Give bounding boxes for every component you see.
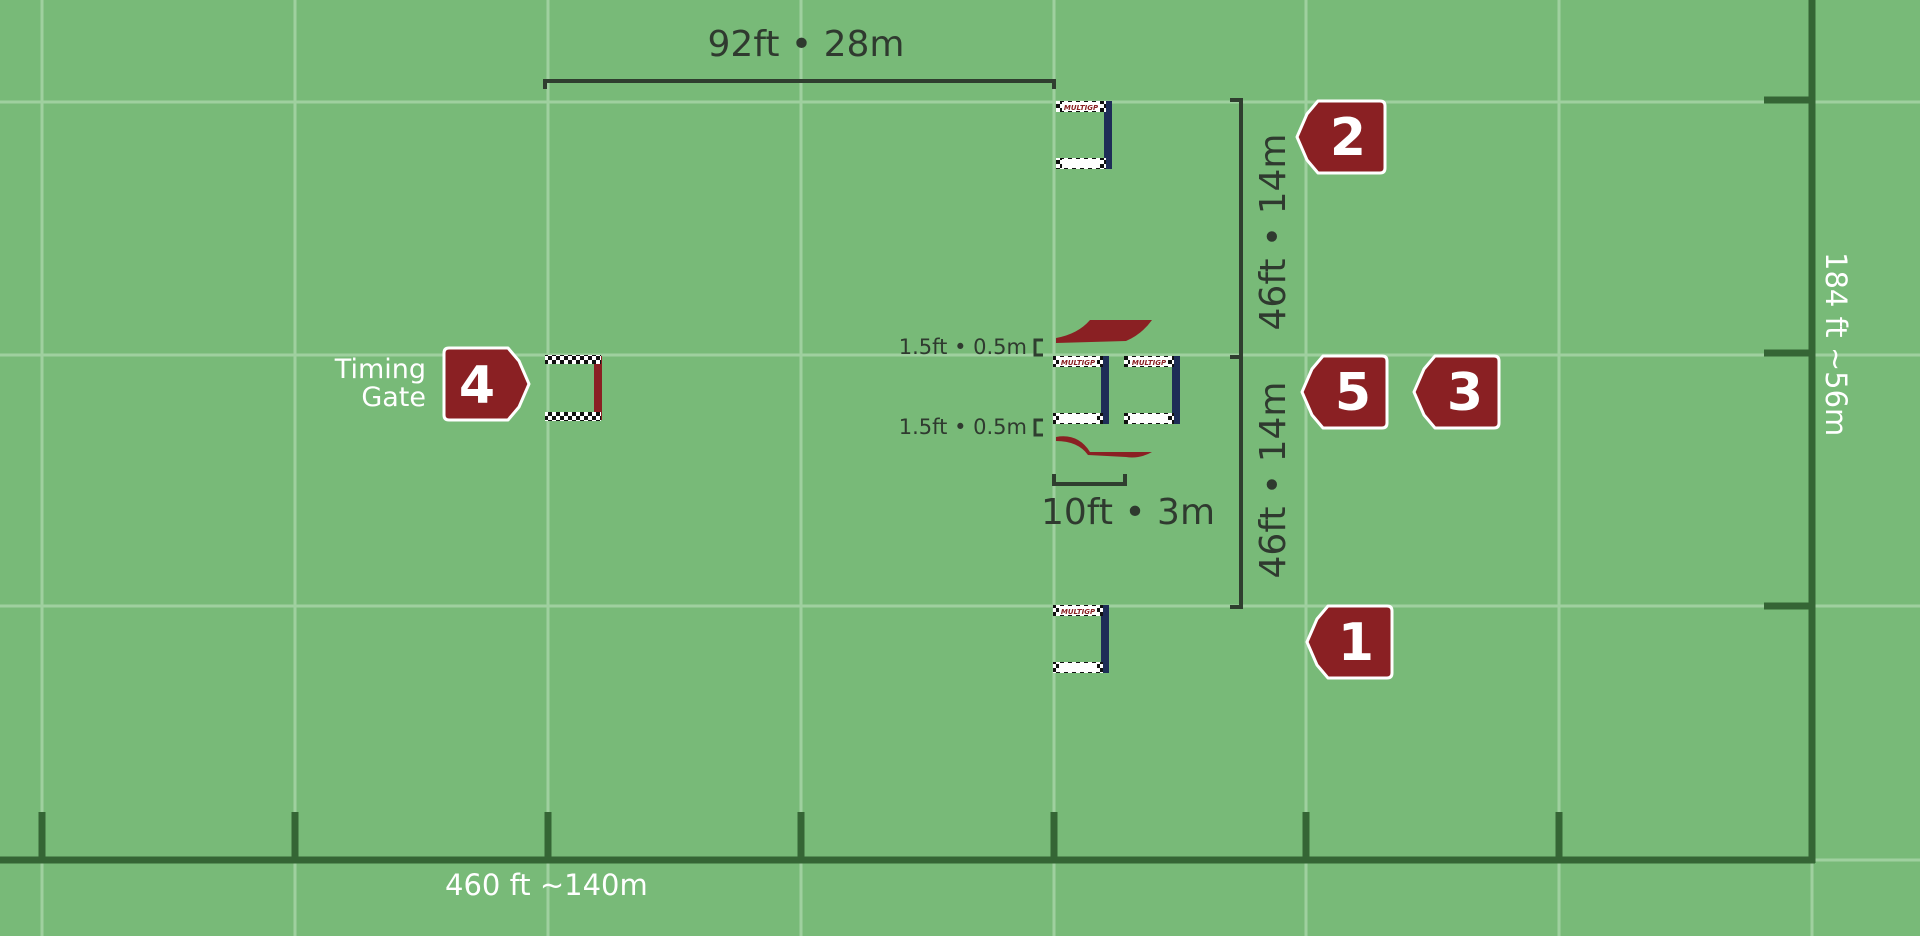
gate-banner-top <box>545 355 601 364</box>
gate-brand-text: MULTIGP <box>1064 104 1099 112</box>
gate-brand-text: MULTIGP <box>1061 608 1096 616</box>
marker-number: 2 <box>1330 108 1366 168</box>
gate-banner-top-text-bg <box>1062 102 1100 111</box>
flag-gap-bottom-label: 1.5ft • 0.5m <box>899 415 1027 439</box>
marker-1: 1 <box>1305 604 1394 680</box>
gate-1: MULTIGP <box>1053 605 1109 673</box>
gate-brand-text: MULTIGP <box>1061 359 1096 367</box>
pointer-right-hexagon-icon <box>442 346 531 422</box>
top-span-label: 92ft • 28m <box>708 24 905 65</box>
marker-2: 2 <box>1295 99 1387 175</box>
gate-banner-bottom-text-bg <box>1059 414 1097 423</box>
timing-gate <box>545 355 602 421</box>
top-span-dimension <box>543 79 1056 89</box>
pointer-left-hexagon-icon <box>1305 604 1394 680</box>
gate-2: MULTIGP <box>1056 101 1112 169</box>
gate-5-left: MULTIGP <box>1053 356 1109 424</box>
double-gate-spacing-label: 10ft • 3m <box>1041 492 1215 533</box>
gate-banner-bottom <box>545 412 601 421</box>
marker-number: 3 <box>1447 363 1483 423</box>
pointer-left-hexagon-icon <box>1295 99 1387 175</box>
field-width-label: 460 ft ~140m <box>445 868 648 902</box>
pointer-left-hexagon-icon <box>1300 354 1389 430</box>
pointer-left-hexagon-icon <box>1412 354 1501 430</box>
gate-post <box>1101 356 1109 424</box>
marker-number: 1 <box>1338 613 1374 673</box>
gate-brand-text: MULTIGP <box>1132 359 1167 367</box>
vertical-span-dimension <box>1230 98 1243 609</box>
marker-5: 5 <box>1300 354 1389 430</box>
flag-gap-brackets <box>1033 338 1043 437</box>
upper-vertical-span-label: 46ft • 14m <box>1253 134 1294 331</box>
gate-banner-bottom-text-bg <box>1130 414 1168 423</box>
double-gate-spacing-bracket <box>1052 474 1127 486</box>
gate-5-right: MULTIGP <box>1124 356 1180 424</box>
timing-gate-label-line-1: Timing <box>334 354 426 385</box>
lower-vertical-span-label: 46ft • 14m <box>1253 382 1294 579</box>
flag-bottom <box>1056 436 1152 458</box>
field-height-label: 184 ft ~56m <box>1819 252 1853 436</box>
gate-banner-bottom-text-bg <box>1062 159 1100 168</box>
field-boundary <box>0 0 1816 864</box>
gate-banner-top-text-bg <box>1059 357 1097 366</box>
flag-gap-top-label: 1.5ft • 0.5m <box>899 335 1027 359</box>
marker-3: 3 <box>1412 354 1501 430</box>
timing-gate-label-line-2: Gate <box>361 382 426 413</box>
marker-4: 4 <box>442 346 531 422</box>
marker-number: 4 <box>459 356 495 416</box>
flag-top <box>1056 320 1152 343</box>
gate-post <box>1101 605 1109 673</box>
gate-post <box>1104 101 1112 169</box>
gate-post <box>1172 356 1180 424</box>
gate-banner-top-text-bg <box>1130 357 1168 366</box>
gate-banner-top-text-bg <box>1059 606 1097 615</box>
gate-banner-bottom-text-bg <box>1059 663 1097 672</box>
marker-number: 5 <box>1335 363 1371 423</box>
gate-post <box>594 356 602 420</box>
